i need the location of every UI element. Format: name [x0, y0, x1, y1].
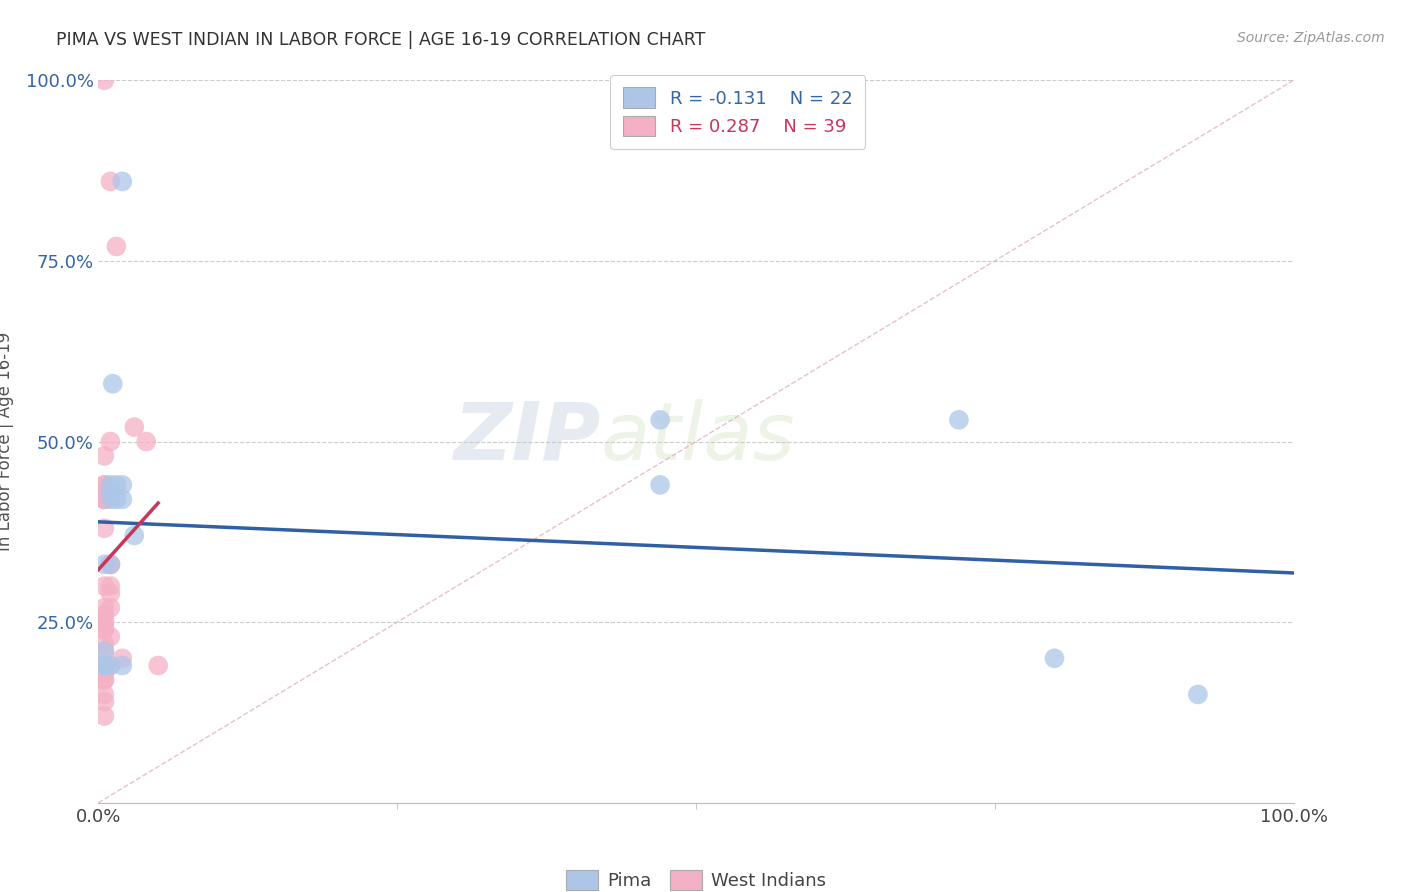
Point — [98, 485, 122, 500]
Point — [98, 478, 122, 492]
Point — [111, 492, 134, 507]
Point — [93, 644, 115, 658]
Point — [93, 658, 115, 673]
Point — [98, 586, 122, 600]
Point — [105, 239, 128, 253]
Point — [98, 558, 122, 572]
Point — [93, 709, 115, 723]
Point — [135, 434, 157, 449]
Point — [93, 673, 115, 687]
Point — [93, 637, 115, 651]
Point — [98, 630, 122, 644]
Point — [93, 607, 115, 622]
Point — [1043, 651, 1066, 665]
Point — [1187, 687, 1209, 701]
Point — [98, 600, 122, 615]
Point — [948, 413, 970, 427]
Text: ZIP: ZIP — [453, 399, 600, 477]
Point — [98, 658, 122, 673]
Point — [93, 521, 115, 535]
Point — [93, 449, 115, 463]
Point — [93, 478, 115, 492]
Text: PIMA VS WEST INDIAN IN LABOR FORCE | AGE 16-19 CORRELATION CHART: PIMA VS WEST INDIAN IN LABOR FORCE | AGE… — [56, 31, 706, 49]
Point — [98, 558, 122, 572]
Point — [98, 658, 122, 673]
Point — [650, 413, 672, 427]
Point — [111, 174, 134, 188]
Point — [98, 558, 122, 572]
Point — [93, 485, 115, 500]
Point — [93, 687, 115, 701]
Point — [650, 478, 672, 492]
Point — [93, 658, 115, 673]
Point — [93, 579, 115, 593]
Point — [93, 492, 115, 507]
Point — [93, 623, 115, 637]
Point — [93, 478, 115, 492]
Point — [93, 615, 115, 630]
Point — [105, 478, 128, 492]
Point — [93, 644, 115, 658]
Point — [93, 73, 115, 87]
Point — [93, 695, 115, 709]
Point — [98, 579, 122, 593]
Legend: Pima, West Indians: Pima, West Indians — [558, 863, 834, 892]
Point — [111, 478, 134, 492]
Point — [124, 420, 146, 434]
Point — [93, 492, 115, 507]
Point — [93, 558, 115, 572]
Point — [93, 673, 115, 687]
Text: atlas: atlas — [600, 399, 796, 477]
Point — [124, 528, 146, 542]
Y-axis label: In Labor Force | Age 16-19: In Labor Force | Age 16-19 — [0, 332, 14, 551]
Point — [111, 651, 134, 665]
Point — [105, 492, 128, 507]
Text: Source: ZipAtlas.com: Source: ZipAtlas.com — [1237, 31, 1385, 45]
Point — [148, 658, 170, 673]
Point — [93, 665, 115, 680]
Point — [93, 623, 115, 637]
Point — [98, 492, 122, 507]
Point — [93, 600, 115, 615]
Point — [98, 174, 122, 188]
Point — [93, 658, 115, 673]
Point — [111, 658, 134, 673]
Point — [101, 376, 124, 391]
Point — [93, 615, 115, 630]
Point — [98, 434, 122, 449]
Point — [93, 492, 115, 507]
